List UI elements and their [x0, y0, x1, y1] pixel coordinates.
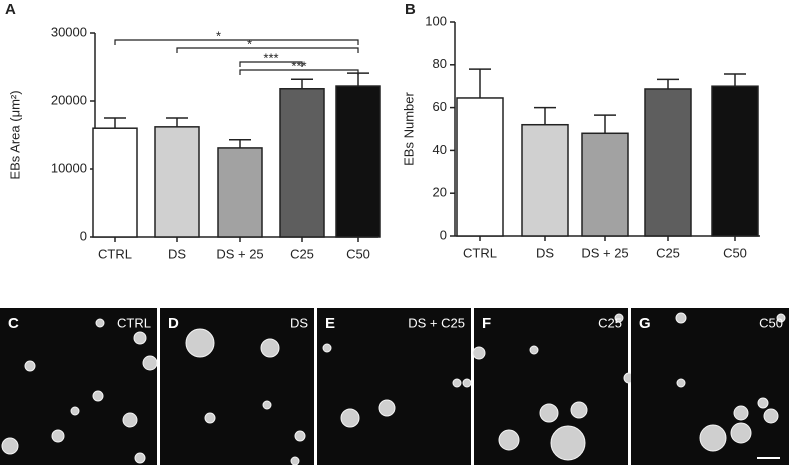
significance-bracket [239, 69, 359, 75]
y-axis-label: EBs Number [401, 91, 416, 165]
embryoid-body [462, 378, 472, 388]
bar [335, 85, 381, 238]
micrograph: E DS + C25 [317, 308, 472, 465]
significance-bracket [114, 39, 359, 45]
embryoid-body [757, 397, 769, 409]
micrograph-bg [160, 308, 314, 465]
panel-letter: F [482, 315, 491, 332]
y-tick-label: 0 [440, 227, 447, 242]
bar [456, 97, 504, 237]
embryoid-body [498, 429, 520, 451]
embryoid-body [378, 399, 396, 417]
bar [711, 85, 759, 237]
micrograph: D DS [160, 308, 314, 465]
bar [217, 147, 263, 238]
embryoid-body [676, 378, 686, 388]
significance-label: *** [263, 50, 278, 65]
panel-letter: E [325, 315, 335, 332]
embryoid-body [539, 403, 559, 423]
significance-label: *** [291, 58, 306, 73]
micrograph-bg [317, 308, 471, 465]
panel-label: CTRL [117, 315, 151, 330]
x-tick-label: CTRL [463, 245, 497, 260]
embryoid-body [570, 401, 588, 419]
y-axis-label: EBs Area (μm²) [7, 90, 22, 179]
micrograph: C CTRL [0, 308, 158, 465]
bar [581, 132, 629, 237]
embryoid-body [340, 408, 360, 428]
x-tick-label: C25 [290, 246, 314, 261]
embryoid-body [260, 338, 280, 358]
y-tick-label: 40 [433, 142, 447, 157]
embryoid-body [452, 378, 462, 388]
x-tick-label: DS + 25 [581, 245, 628, 260]
embryoid-body [92, 390, 104, 402]
y-tick-label: 100 [425, 13, 447, 28]
x-tick-label: C50 [346, 246, 370, 261]
embryoid-body [95, 318, 105, 328]
y-tick-label: 0 [80, 228, 87, 243]
embryoid-body [1, 437, 19, 455]
bar [92, 127, 138, 238]
embryoid-body [262, 400, 272, 410]
panel-label: C25 [598, 315, 622, 330]
y-tick-label: 10000 [51, 160, 87, 175]
panel-letter: D [168, 315, 179, 332]
embryoid-body [675, 312, 687, 324]
embryoid-body [322, 343, 332, 353]
panel-label: DS + C25 [408, 315, 465, 330]
embryoid-body [763, 408, 779, 424]
micrograph-bg [0, 308, 157, 465]
panel-letter: G [639, 315, 651, 332]
bar [279, 88, 325, 238]
y-tick-label: 20000 [51, 92, 87, 107]
panel-label: A [5, 1, 16, 18]
embryoid-body [134, 452, 146, 464]
x-tick-label: C25 [656, 245, 680, 260]
significance-label: * [247, 36, 252, 51]
embryoid-body [529, 345, 539, 355]
significance-bracket [239, 61, 303, 67]
bar [521, 123, 569, 237]
embryoid-body [730, 422, 752, 444]
embryoid-body [185, 328, 215, 358]
embryoid-body [290, 456, 300, 465]
embryoid-body [733, 405, 749, 421]
embryoid-body [142, 355, 158, 371]
embryoid-body [294, 430, 306, 442]
embryoid-body [51, 429, 65, 443]
embryoid-body [133, 331, 147, 345]
x-tick-label: DS [536, 245, 554, 260]
y-tick-label: 20 [433, 185, 447, 200]
x-tick-label: C50 [723, 245, 747, 260]
embryoid-body [699, 424, 727, 452]
y-tick-label: 80 [433, 56, 447, 71]
embryoid-body [204, 412, 216, 424]
embryoid-body [122, 412, 138, 428]
panel-label: DS [290, 315, 308, 330]
panel-letter: C [8, 315, 19, 332]
embryoid-body [614, 313, 624, 323]
embryoid-body [472, 346, 486, 360]
micrograph: F C25 [472, 308, 635, 465]
y-tick-label: 60 [433, 99, 447, 114]
y-tick-label: 30000 [51, 24, 87, 39]
x-tick-label: DS [168, 246, 186, 261]
bar [154, 126, 200, 238]
embryoid-body [70, 406, 80, 416]
x-tick-label: DS + 25 [216, 246, 263, 261]
micrograph: G C50 [631, 308, 789, 465]
x-tick-label: CTRL [98, 246, 132, 261]
panel-label: C50 [759, 315, 783, 330]
embryoid-body [776, 313, 786, 323]
significance-label: * [216, 28, 221, 43]
panel-label: B [405, 1, 416, 18]
significance-bracket [176, 47, 359, 53]
bar [644, 88, 692, 237]
embryoid-body [550, 425, 586, 461]
embryoid-body [24, 360, 36, 372]
